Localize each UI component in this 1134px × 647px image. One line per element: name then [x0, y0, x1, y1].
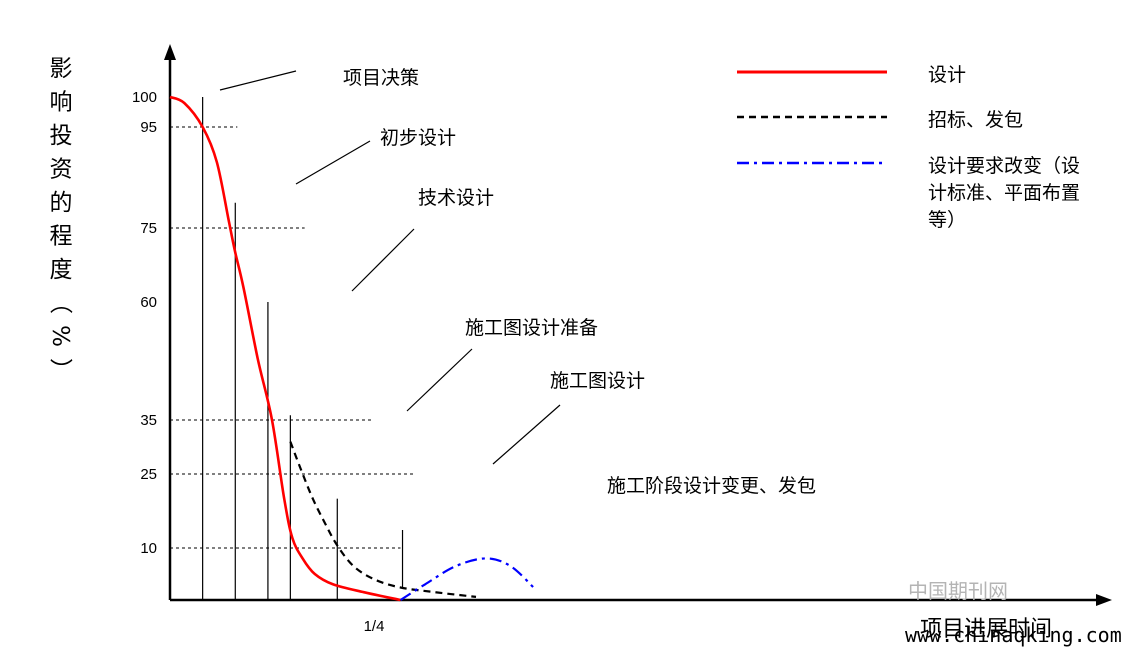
phase-divider-lines — [202, 97, 404, 600]
phase-leader-line — [492, 404, 561, 465]
y-axis-label-char: 响 — [50, 90, 73, 116]
phase-label: 技术设计 — [418, 187, 494, 209]
y-axis-label-char: 资 — [50, 157, 73, 183]
y-tick-label: 75 — [140, 220, 157, 237]
y-tick-label: 10 — [140, 540, 157, 557]
phase-leader-line — [219, 70, 297, 91]
axes — [164, 44, 1112, 606]
series-line-3 — [399, 557, 534, 601]
x-tick-label: 1/4 — [364, 618, 385, 635]
legend-label: 设计要求改变（设 — [928, 155, 1080, 177]
y-tick-label: 35 — [140, 412, 157, 429]
y-axis-label-char: % — [47, 325, 73, 347]
series-line-1 — [169, 95, 401, 602]
watermark-cn: 中国期刊网 — [908, 579, 1008, 603]
y-tick-label: 25 — [140, 466, 157, 483]
y-axis-arrow — [164, 44, 176, 60]
legend-label: 等） — [928, 209, 966, 231]
series-lines — [169, 95, 534, 602]
legend-label: 招标、发包 — [928, 109, 1023, 131]
y-axis-label-char: 程 — [50, 224, 73, 250]
x-axis-label: 项目进展时间 — [920, 617, 1052, 642]
y-axis-label-char: ） — [47, 358, 73, 381]
phase-label: 初步设计 — [380, 127, 456, 149]
phase-label: 施工图设计 — [550, 370, 645, 392]
y-axis-label-char: 的 — [50, 190, 73, 216]
legend-label: 计标准、平面布置 — [928, 182, 1080, 204]
y-tick-labels: 100 95 75 60 35 25 10 — [132, 89, 157, 557]
y-axis-label-char: 度 — [50, 257, 73, 283]
phase-label: 施工阶段设计变更、发包 — [607, 475, 816, 497]
y-axis-label-char: 影 — [50, 56, 73, 82]
y-axis-label-char: 投 — [50, 123, 73, 149]
y-tick-label: 100 — [132, 89, 157, 106]
x-tick-labels: 1/4 — [364, 618, 385, 635]
phase-leader-line — [351, 228, 415, 292]
y-tick-label: 95 — [140, 119, 157, 136]
reference-gridlines — [170, 126, 415, 549]
y-axis-label-char: （ — [47, 291, 73, 314]
phase-label: 施工图设计准备 — [465, 317, 598, 339]
x-axis-arrow — [1096, 594, 1112, 606]
series-line-2 — [289, 441, 477, 598]
legend-label: 设计 — [928, 64, 966, 86]
y-tick-label: 60 — [140, 294, 157, 311]
phase-leader-line — [406, 348, 473, 412]
phase-leader-lines — [219, 70, 561, 465]
phase-label: 项目决策 — [343, 67, 419, 89]
watermark-url: www.chinaqking.com — [905, 623, 1122, 647]
phase-leader-line — [295, 140, 371, 185]
